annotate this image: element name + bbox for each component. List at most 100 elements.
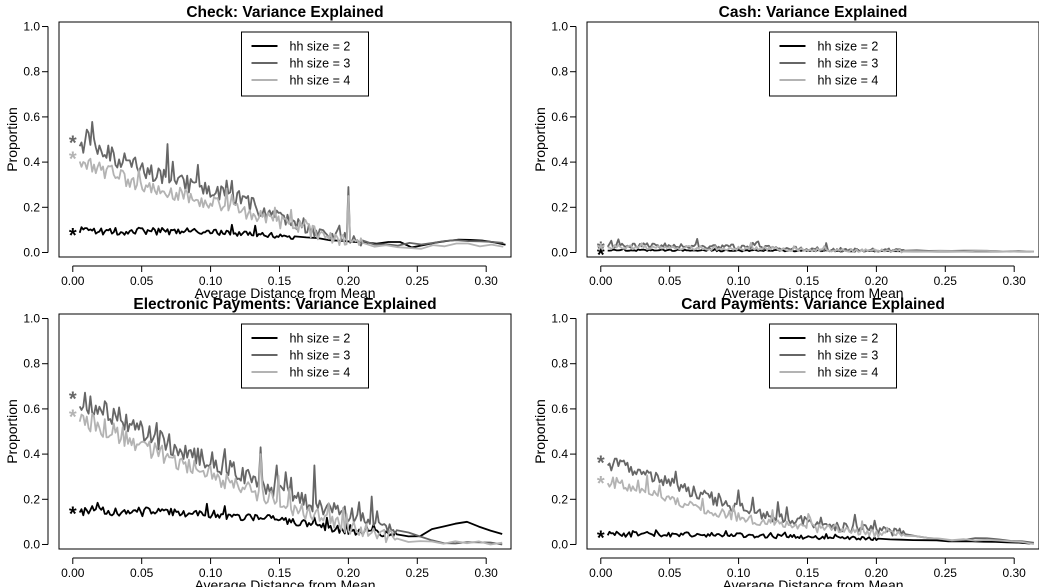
x-tick-label: 0.10: [199, 566, 223, 580]
star-marker: *: [597, 240, 605, 262]
y-tick-label: 0.2: [23, 200, 40, 214]
y-tick-label: 0.8: [23, 65, 40, 79]
series-line-hh-size-3: [607, 457, 1035, 544]
x-tick-label: 0.20: [337, 274, 361, 288]
x-tick-label: 0.05: [658, 566, 682, 580]
chart-panel-2: Cash: Variance Explained 0.0 0.2 0.4 0.6 0.8 1…: [532, 4, 1039, 301]
y-tick-label: 0.0: [551, 537, 568, 551]
legend: hh size = 2 hh size = 3 hh size = 4: [769, 31, 897, 97]
chart-panel-1: Check: Variance Explained 0.0 0.2 0.4 0.6 0.8…: [4, 4, 512, 301]
legend-label: hh size = 2: [818, 40, 879, 54]
x-tick-label: 0.25: [934, 274, 958, 288]
series-line-hh-size-2: [606, 529, 1031, 545]
x-tick-label: 0.15: [796, 566, 820, 580]
legend-label: hh size = 3: [290, 57, 351, 71]
y-tick-label: 0.6: [23, 110, 40, 124]
y-tick-label: 1.0: [551, 20, 568, 34]
x-tick-label: 0.00: [61, 274, 85, 288]
legend: hh size = 2 hh size = 3 hh size = 4: [241, 31, 369, 97]
x-tick-label: 0.05: [130, 566, 154, 580]
x-tick-label: 0.30: [475, 274, 499, 288]
y-tick-label: 0.0: [551, 245, 568, 259]
x-tick-label: 0.30: [475, 566, 499, 580]
legend-label: hh size = 3: [818, 349, 879, 363]
legend-label: hh size = 4: [818, 74, 879, 88]
chart-panel-4: Card Payments: Variance Explained0.00.20…: [532, 296, 1039, 587]
x-tick-label: 0.15: [796, 274, 820, 288]
star-marker: *: [69, 148, 77, 170]
plot-frame: [58, 313, 512, 550]
series-line-hh-size-4: [606, 474, 1035, 545]
y-tick-label: 0.8: [551, 357, 568, 371]
series-line-hh-size-4: [607, 241, 1034, 254]
y-tick-label: 0.2: [551, 492, 568, 506]
x-tick-label: 0.00: [589, 566, 613, 580]
y-tick-label: 0.6: [551, 110, 568, 124]
x-tick-label: 0.10: [727, 566, 751, 580]
y-tick-label: 0.8: [551, 65, 568, 79]
star-marker: *: [597, 244, 605, 266]
star-marker: *: [597, 527, 605, 549]
x-tick-label: 0.10: [199, 274, 223, 288]
legend-label: hh size = 3: [818, 57, 879, 71]
chart-panel-3: Electronic Payments: Variance Explained 0…: [4, 296, 512, 587]
chart-title: Card Payments: Variance Explained: [681, 296, 945, 313]
y-tick-label: 0.0: [23, 537, 40, 551]
x-axis-label: Average Distance from Mean: [194, 577, 375, 587]
y-tick-label: 0.4: [551, 155, 568, 169]
legend-label: hh size = 4: [290, 366, 351, 380]
series-line-hh-size-3: [78, 391, 503, 546]
series-line-hh-size-3: [78, 121, 504, 247]
legend-label: hh size = 2: [290, 40, 351, 54]
legend-label: hh size = 2: [818, 332, 879, 346]
chart-title: Electronic Payments: Variance Explained: [133, 296, 436, 313]
x-axis-label: Average Distance from Mean: [722, 285, 903, 301]
series-line-hh-size-4: [78, 157, 504, 250]
y-tick-label: 0.0: [23, 245, 40, 259]
y-axis-label: Proportion: [4, 107, 20, 172]
chart-title: Check: Variance Explained: [186, 4, 383, 21]
x-tick-label: 0.25: [406, 274, 430, 288]
x-tick-label: 0.15: [268, 274, 292, 288]
x-tick-label: 0.30: [1003, 274, 1027, 288]
star-marker: *: [69, 504, 77, 526]
legend-label: hh size = 3: [290, 349, 351, 363]
legend: hh size = 2 hh size = 3 hh size = 4: [769, 323, 897, 389]
star-marker: *: [597, 473, 605, 495]
y-tick-label: 0.2: [551, 200, 568, 214]
y-tick-label: 0.4: [23, 155, 40, 169]
legend-label: hh size = 4: [290, 74, 351, 88]
chart-title: Cash: Variance Explained: [719, 4, 908, 21]
legend-label: hh size = 4: [818, 366, 879, 380]
x-tick-label: 0.25: [934, 566, 958, 580]
star-marker: *: [597, 239, 605, 261]
series-line-hh-size-4: [78, 412, 503, 546]
x-axis-label: Average Distance from Mean: [194, 285, 375, 301]
y-tick-label: 0.6: [23, 402, 40, 416]
x-axis-label: Average Distance from Mean: [722, 577, 903, 587]
x-tick-label: 0.20: [865, 274, 889, 288]
x-tick-label: 0.05: [130, 274, 154, 288]
x-tick-label: 0.00: [589, 274, 613, 288]
x-tick-label: 0.20: [865, 566, 889, 580]
legend: hh size = 2 hh size = 3 hh size = 4: [241, 323, 369, 389]
y-tick-label: 1.0: [551, 312, 568, 326]
x-tick-label: 0.15: [268, 566, 292, 580]
y-axis-label: Proportion: [4, 399, 20, 464]
y-axis-label: Proportion: [532, 399, 548, 464]
y-tick-label: 0.6: [551, 402, 568, 416]
star-marker: *: [69, 133, 77, 155]
y-tick-label: 0.8: [23, 357, 40, 371]
y-tick-label: 0.2: [23, 492, 40, 506]
y-tick-label: 0.4: [551, 447, 568, 461]
y-tick-label: 1.0: [23, 20, 40, 34]
plot-frame: [58, 21, 512, 258]
y-tick-label: 0.4: [23, 447, 40, 461]
y-tick-label: 1.0: [23, 312, 40, 326]
star-marker: *: [69, 406, 77, 428]
plot-frame: [586, 313, 1039, 550]
x-tick-label: 0.05: [658, 274, 682, 288]
x-tick-label: 0.30: [1003, 566, 1027, 580]
star-marker: *: [597, 453, 605, 475]
